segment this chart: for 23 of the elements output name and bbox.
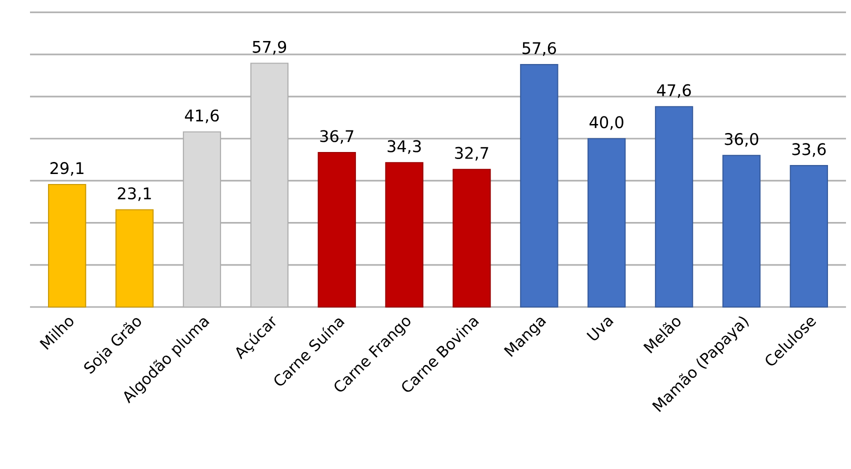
x-tick-label: Uva xyxy=(586,318,614,340)
bar xyxy=(48,184,86,308)
data-label: 57,6 xyxy=(522,42,556,56)
bar xyxy=(790,165,828,308)
bar xyxy=(654,106,694,308)
bar xyxy=(520,64,558,308)
data-label: 36,0 xyxy=(724,133,758,147)
bar xyxy=(385,162,424,308)
data-label: 33,6 xyxy=(792,143,826,157)
bar xyxy=(452,168,491,308)
bar xyxy=(318,152,356,308)
data-label: 23,1 xyxy=(118,187,151,202)
data-label: 34,3 xyxy=(388,140,421,154)
bar xyxy=(115,209,154,308)
bar xyxy=(722,154,761,308)
data-label: 47,6 xyxy=(656,84,691,98)
data-label: 57,9 xyxy=(252,40,286,55)
data-label: 36,7 xyxy=(320,130,354,144)
data-label: 32,7 xyxy=(455,146,488,161)
data-label: 40,0 xyxy=(590,116,624,130)
bar xyxy=(588,138,626,308)
data-label: 41,6 xyxy=(184,109,219,124)
data-label: 29,1 xyxy=(50,162,84,176)
